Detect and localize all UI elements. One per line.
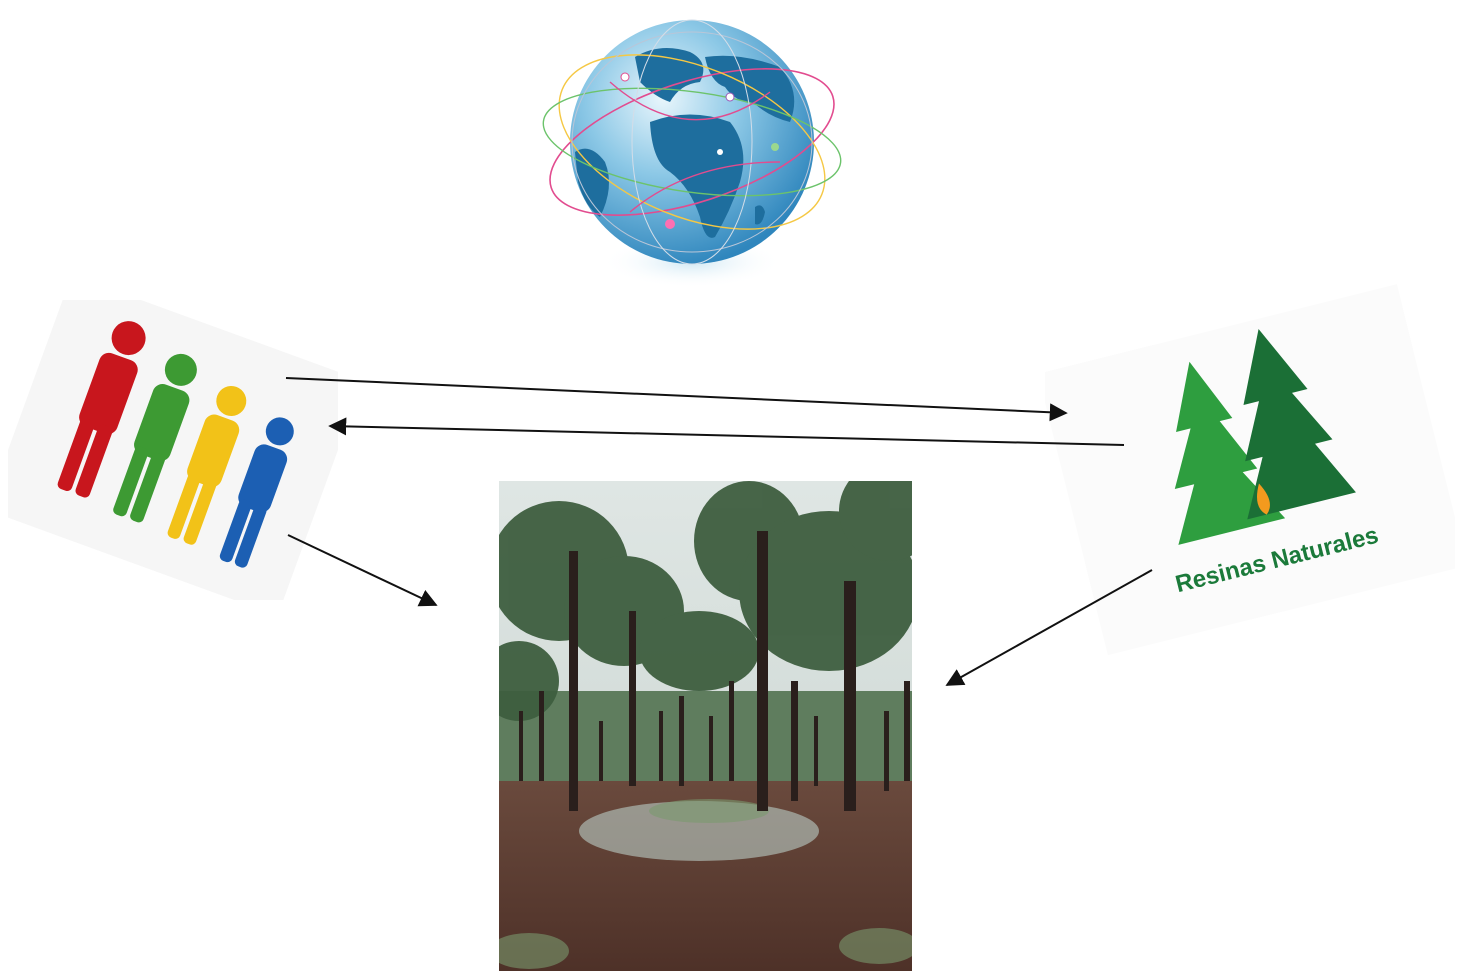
globe-icon — [542, 19, 842, 288]
people-node — [0, 274, 364, 616]
person-yellow — [167, 385, 247, 545]
people-group-icon — [0, 274, 364, 616]
person-red — [57, 321, 146, 498]
pine-trees-logo: Resinas Naturales — [1037, 284, 1459, 656]
globe-node — [540, 12, 845, 297]
arrow-people-to-resinas — [285, 377, 1068, 422]
forest-photo-node — [479, 461, 939, 971]
person-green — [113, 353, 197, 523]
person-blue — [219, 417, 294, 568]
pine-forest-photo — [479, 461, 939, 971]
resinas-logo-node: Resinas Naturales — [1037, 255, 1459, 665]
arrow-resinas-to-people — [328, 417, 1125, 446]
